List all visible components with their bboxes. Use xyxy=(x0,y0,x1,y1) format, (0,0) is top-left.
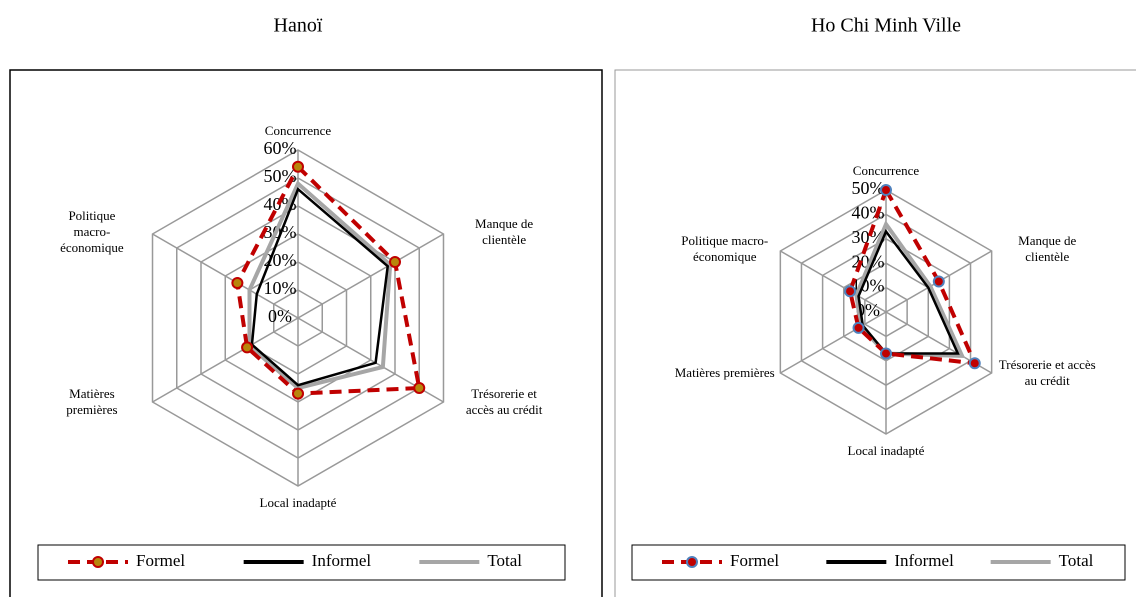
axis-label: Matières xyxy=(69,386,114,401)
panel-frame xyxy=(9,69,603,597)
axis-label: Trésorerie et xyxy=(471,386,537,401)
point-marker xyxy=(844,285,857,298)
axis-label: clientèle xyxy=(1025,249,1069,264)
chart-title: Ho Chi Minh Ville xyxy=(811,15,961,37)
point-marker xyxy=(852,321,865,334)
legend-label: Total xyxy=(487,551,522,570)
axis-label: économique xyxy=(693,249,757,264)
axis-label: Local inadapté xyxy=(260,495,337,510)
point-marker xyxy=(292,160,304,173)
radial-axis xyxy=(152,317,299,403)
radial-axis xyxy=(297,233,444,319)
axis-label: Politique xyxy=(68,208,115,223)
point-marker xyxy=(292,387,304,400)
point-marker xyxy=(388,256,401,268)
legend-frame xyxy=(631,544,1126,581)
axis-label: au crédit xyxy=(1025,373,1071,388)
point-marker xyxy=(932,275,945,288)
axis-label: Concurrence xyxy=(853,163,920,178)
point-marker xyxy=(241,341,254,354)
legend-label: Informel xyxy=(894,551,954,570)
legend-marker xyxy=(686,556,698,568)
chart-title: Hanoï xyxy=(274,15,323,37)
legend-label: Formel xyxy=(730,551,779,570)
legend-label: Informel xyxy=(312,551,372,570)
legend-frame xyxy=(37,544,566,581)
panel-frame xyxy=(614,69,1136,597)
point-marker xyxy=(413,382,426,394)
axis-label: Politique macro- xyxy=(681,233,768,248)
legend-label: Total xyxy=(1059,551,1094,570)
radial-axis xyxy=(779,311,887,374)
axis-label: économique xyxy=(60,240,124,255)
radial-axis xyxy=(779,250,887,313)
legend-label: Formel xyxy=(136,551,185,570)
legend-marker xyxy=(92,556,104,568)
axis-label: macro- xyxy=(74,224,111,239)
axis-label: Trésorerie et accès xyxy=(999,357,1096,372)
r-tick-label: 50% xyxy=(852,178,885,198)
axis-label: clientèle xyxy=(482,232,526,247)
point-marker xyxy=(968,357,981,370)
r-tick-label: 0% xyxy=(268,306,292,326)
axis-label: Manque de xyxy=(1018,233,1076,248)
axis-label: Matières premières xyxy=(675,365,775,380)
r-tick-label: 30% xyxy=(852,227,885,247)
point-marker xyxy=(880,347,892,360)
axis-label: Manque de xyxy=(475,216,533,231)
r-tick-label: 10% xyxy=(264,278,297,298)
radial-axis xyxy=(152,233,299,319)
point-marker xyxy=(880,184,892,196)
axis-label: premières xyxy=(66,402,117,417)
r-tick-label: 50% xyxy=(264,166,297,186)
series-line xyxy=(250,187,390,387)
r-tick-label: 60% xyxy=(264,138,297,158)
axis-label: Concurrence xyxy=(265,123,332,138)
axis-label: accès au crédit xyxy=(466,402,543,417)
point-marker xyxy=(231,277,244,289)
axis-label: Local inadapté xyxy=(848,443,925,458)
